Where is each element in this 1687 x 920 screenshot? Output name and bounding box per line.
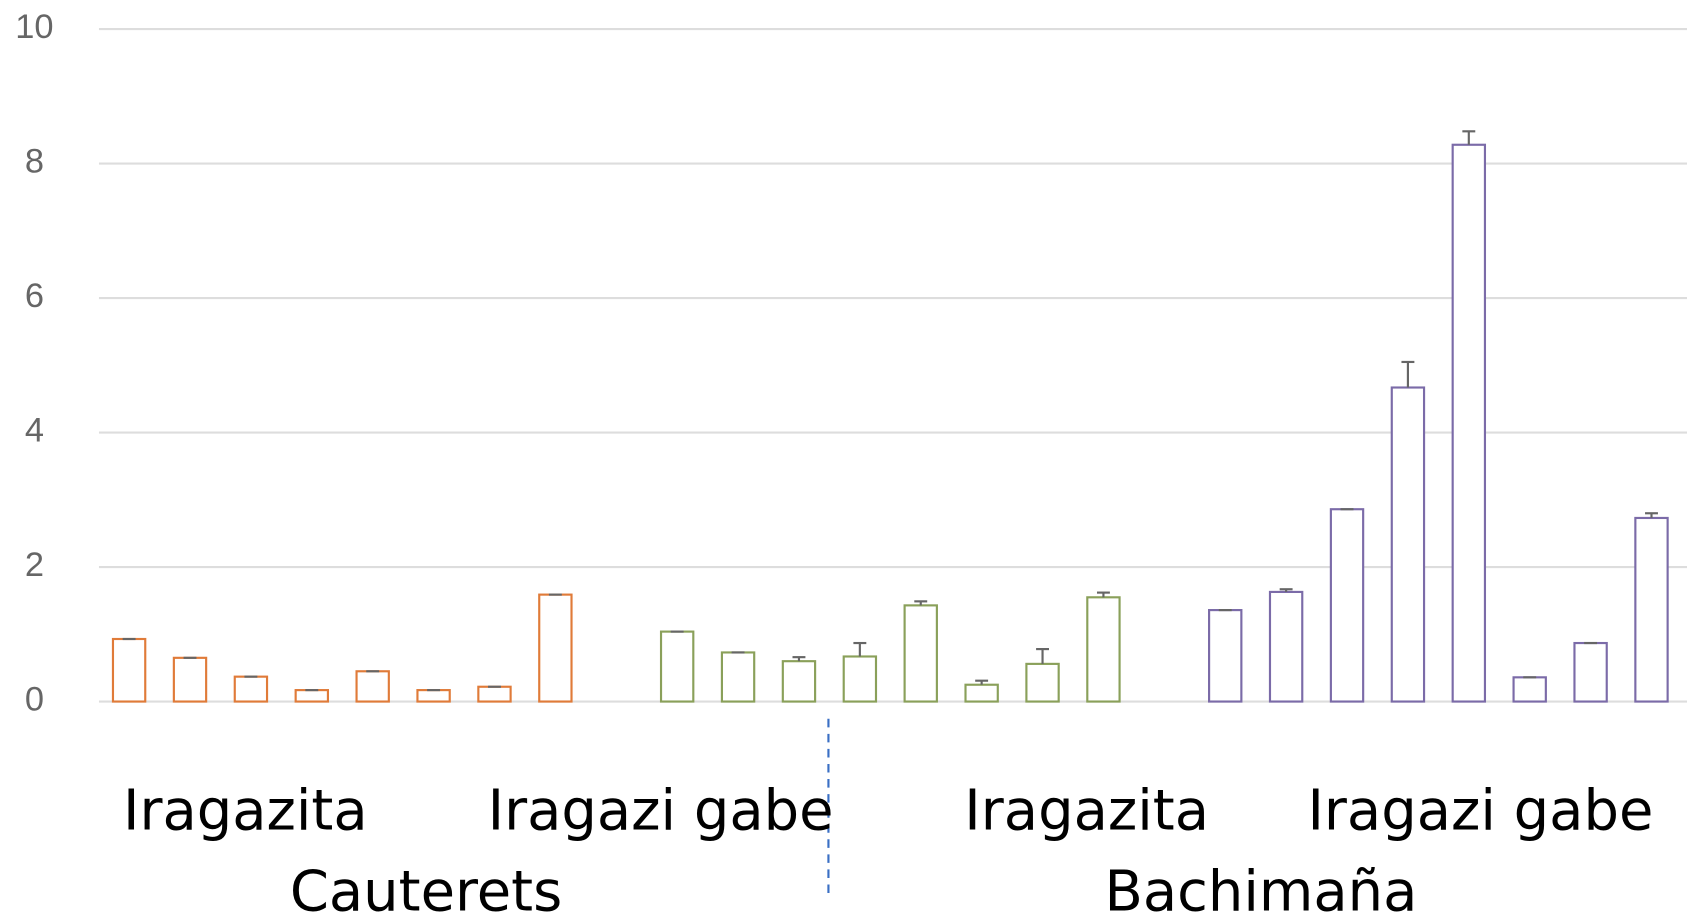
y-tick-label: 6 [25, 277, 44, 315]
bar [1086, 596, 1121, 703]
site-label: Bachimaña [1104, 859, 1417, 920]
group-label: Iragazi gabe [488, 779, 834, 844]
bar [538, 593, 573, 703]
bar [1512, 676, 1547, 703]
group-label: Iragazita [964, 779, 1209, 844]
bar [781, 660, 817, 703]
bar [355, 670, 390, 703]
y-tick-label: 8 [25, 143, 44, 181]
bar [1634, 516, 1669, 703]
bar [1268, 590, 1304, 703]
bar [294, 689, 330, 703]
group-label: Iragazi gabe [1307, 779, 1653, 844]
bar [1025, 662, 1060, 703]
y-tick-label: 4 [25, 412, 44, 450]
bar [720, 651, 756, 703]
group-label: Iragazita [123, 779, 368, 844]
y-tick-label: 10 [15, 8, 53, 46]
bar [233, 675, 269, 703]
bar [903, 604, 938, 703]
bar [172, 656, 208, 703]
bar [1390, 386, 1426, 703]
bar [111, 637, 147, 703]
bar [1451, 143, 1487, 703]
bar [1573, 641, 1608, 703]
site-label: Cauterets [290, 859, 562, 920]
bar [842, 655, 878, 703]
bar [477, 685, 512, 703]
bar [1329, 508, 1365, 703]
bar [964, 683, 999, 703]
bar [659, 630, 695, 703]
bar [416, 689, 451, 703]
bar [1208, 609, 1243, 703]
y-tick-label: 2 [25, 546, 44, 584]
y-tick-label: 0 [25, 681, 44, 719]
